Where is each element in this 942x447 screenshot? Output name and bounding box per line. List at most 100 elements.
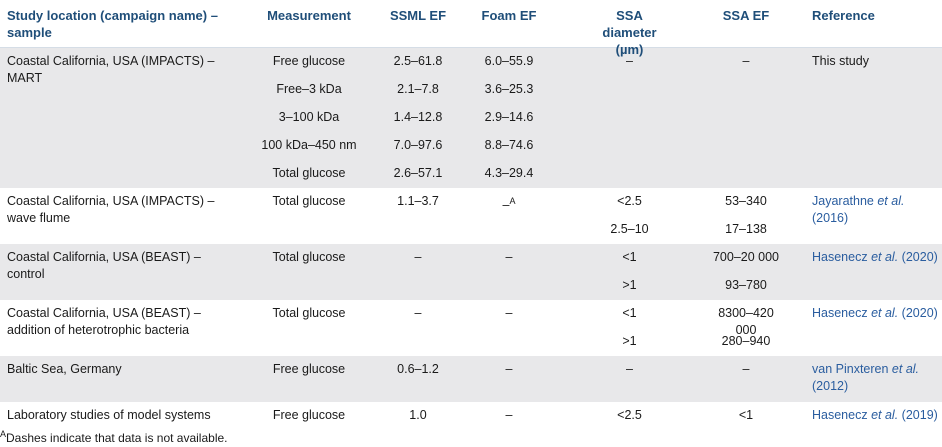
table-row: Coastal California, USA (BEAST) – additi…: [0, 300, 942, 356]
location-cell: Baltic Sea, Germany: [7, 362, 122, 376]
sub-row: >1 280–940: [249, 328, 784, 356]
ssa-ef-cell: 17–138: [725, 222, 767, 236]
foam-ef-cell: [467, 216, 551, 221]
ssa-diameter-cell: <1: [622, 306, 637, 320]
ssml-ef-cell: 1.0: [409, 408, 427, 422]
ssml-ef-cell: 7.0–97.6: [393, 138, 443, 152]
sub-row: Free glucose 2.5–61.8 6.0–55.9 – –: [249, 48, 784, 76]
reference-link[interactable]: Hasenecz et al. (2020): [812, 306, 938, 320]
sub-row: >1 93–780: [249, 272, 784, 300]
reference-author: Hasenecz: [812, 250, 868, 264]
sub-row: Total glucose – – <1 700–20 000: [249, 244, 784, 272]
sub-row: 3–100 kDa 1.4–12.8 2.9–14.6: [249, 104, 784, 132]
measurement-cell: Total glucose: [272, 250, 346, 264]
table-row: Coastal California, USA (IMPACTS) – wave…: [0, 188, 942, 244]
reference-cell[interactable]: Hasenecz et al. (2019): [784, 402, 942, 430]
reference-year: (2016): [812, 211, 849, 225]
sub-row: Total glucose 1.1–3.7 –A <2.5 53–340: [249, 188, 784, 216]
footnote-text: Dashes indicate that data is not availab…: [6, 431, 228, 445]
reference-year: (2012): [812, 379, 849, 393]
reference-author: Jayarathne: [812, 194, 874, 208]
table-header: Study location (campaign name) – sample …: [0, 0, 942, 57]
ssa-ef-cell: 280–940: [721, 334, 771, 348]
table-row: Laboratory studies of model systems Free…: [0, 402, 942, 430]
measurement-cell: 100 kDa–450 nm: [261, 138, 357, 152]
reference-author: Hasenecz: [812, 306, 868, 320]
reference-link[interactable]: Hasenecz et al. (2019): [812, 408, 938, 422]
reference-year: (2019): [901, 408, 938, 422]
reference-etal: et al.: [891, 362, 920, 376]
header-measurement: Measurement: [267, 8, 351, 23]
table-row: Coastal California, USA (IMPACTS) – MART…: [0, 48, 942, 188]
header-foam-ef: Foam EF: [481, 8, 537, 23]
measurement-cell: Total glucose: [272, 306, 346, 320]
reference-etal: et al.: [871, 408, 899, 422]
reference-etal: et al.: [871, 250, 899, 264]
reference-cell: This study: [812, 54, 869, 68]
foam-ef-cell: 3.6–25.3: [484, 82, 534, 96]
sub-row: Total glucose – – <1 8300–420 000: [249, 300, 784, 337]
foam-ef-value: –: [502, 198, 510, 213]
ssml-ef-cell: 1.4–12.8: [393, 110, 443, 124]
ssml-ef-cell: 0.6–1.2: [397, 362, 439, 376]
location-cell: Coastal California, USA (BEAST) – contro…: [7, 250, 201, 281]
foam-ef-cell: –: [505, 250, 513, 264]
table-row: Baltic Sea, Germany Free glucose 0.6–1.2…: [0, 356, 942, 402]
ssml-ef-cell: 2.5–61.8: [393, 54, 443, 68]
reference-etal: et al.: [877, 194, 905, 208]
ssml-ef-cell: 2.1–7.8: [397, 82, 439, 96]
ssa-diameter-cell: >1: [622, 334, 637, 348]
ssml-ef-cell: –: [414, 306, 422, 320]
ssml-ef-cell: [369, 216, 467, 221]
footnote-marker: A: [509, 196, 516, 206]
reference-cell[interactable]: van Pinxteren et al. (2012): [784, 356, 942, 402]
reference-link[interactable]: Jayarathne et al. (2016): [812, 194, 904, 225]
reference-year: (2020): [901, 250, 938, 264]
ssa-ef-cell: 8300–420 000: [718, 306, 774, 337]
location-cell: Coastal California, USA (IMPACTS) – MART: [7, 54, 215, 85]
foam-ef-cell: 8.8–74.6: [484, 138, 534, 152]
table-footnote: ADashes indicate that data is not availa…: [0, 429, 228, 445]
ssa-diameter-cell: <1: [622, 250, 637, 264]
ssml-ef-cell: 2.6–57.1: [393, 166, 443, 180]
location-cell: Coastal California, USA (IMPACTS) – wave…: [7, 194, 215, 225]
foam-ef-cell: [467, 272, 551, 277]
reference-cell[interactable]: Hasenecz et al. (2020): [784, 300, 942, 356]
ssa-ef-cell: 53–340: [725, 194, 767, 208]
reference-link[interactable]: van Pinxteren et al. (2012): [812, 362, 919, 393]
measurement-cell: Free glucose: [272, 54, 346, 68]
foam-ef-cell: 4.3–29.4: [484, 166, 534, 180]
header-ssa-diameter: SSA diameter (µm): [602, 8, 657, 57]
measurement-cell: Free–3 kDa: [276, 82, 342, 96]
header-reference: Reference: [812, 8, 875, 23]
ssa-diameter-cell: 2.5–10: [610, 222, 649, 236]
foam-ef-cell: –: [505, 306, 513, 320]
sub-row: 100 kDa–450 nm 7.0–97.6 8.8–74.6: [249, 132, 784, 160]
foam-ef-cell: [467, 328, 551, 333]
ssml-ef-cell: –: [414, 250, 422, 264]
ssa-diameter-cell: >1: [622, 278, 637, 292]
ssml-ef-cell: 1.1–3.7: [397, 194, 439, 208]
ssa-diameter-cell: –: [626, 54, 633, 68]
ssa-ef-cell: <1: [738, 408, 754, 422]
reference-author: van Pinxteren: [812, 362, 889, 376]
sub-row: Free–3 kDa 2.1–7.8 3.6–25.3: [249, 76, 784, 104]
reference-link[interactable]: Hasenecz et al. (2020): [812, 250, 938, 264]
reference-author: Hasenecz: [812, 408, 868, 422]
location-cell: Laboratory studies of model systems: [7, 408, 211, 422]
measurement-cell: [249, 272, 369, 277]
reference-cell[interactable]: Hasenecz et al. (2020): [784, 244, 942, 300]
ssa-ef-cell: –: [742, 54, 750, 68]
table-row: Coastal California, USA (BEAST) – contro…: [0, 244, 942, 300]
foam-ef-cell: –: [505, 362, 513, 376]
header-location: Study location (campaign name) – sample: [7, 8, 218, 40]
foam-ef-cell: –A: [467, 188, 551, 214]
header-ssa-ef: SSA EF: [722, 8, 770, 23]
ssml-ef-cell: [369, 328, 467, 333]
ssa-diameter-cell: <2.5: [617, 408, 642, 422]
reference-cell[interactable]: Jayarathne et al. (2016): [784, 188, 942, 244]
sub-row: Total glucose 2.6–57.1 4.3–29.4: [249, 160, 784, 188]
reference-year: (2020): [901, 306, 938, 320]
measurement-cell: Free glucose: [272, 362, 346, 376]
